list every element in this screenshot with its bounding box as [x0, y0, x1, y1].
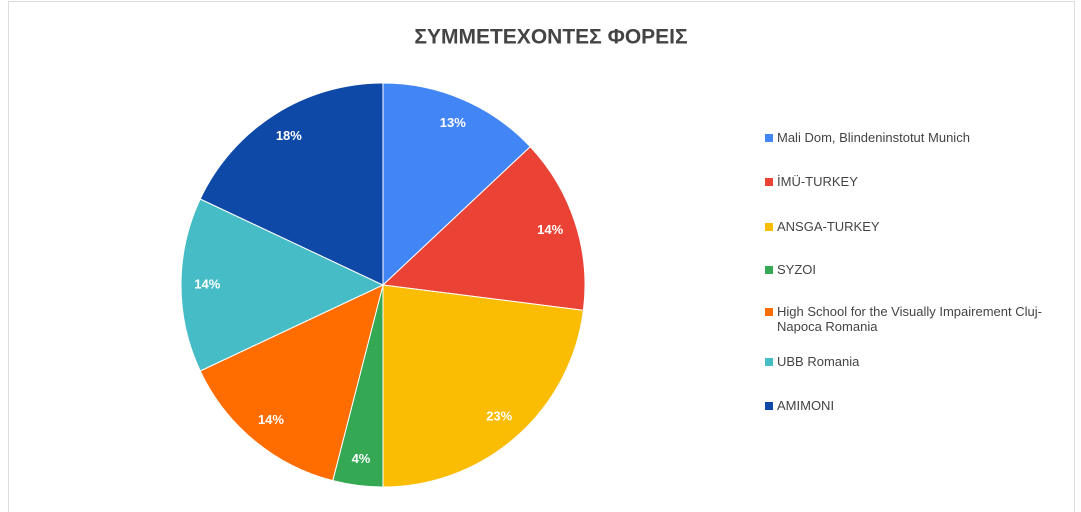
legend-swatch — [765, 266, 773, 274]
legend-label: ANSGA-TURKEY — [777, 219, 880, 234]
legend-label: İMÜ-TURKEY — [777, 174, 858, 189]
legend-item: SYZOI — [765, 262, 1077, 277]
legend-swatch — [765, 358, 773, 366]
pie-slice — [381, 146, 586, 311]
chart-title: ΣΥΜΜΕΤΕΧΟΝΤΕΣ ΦΟΡΕΙΣ — [414, 26, 687, 49]
legend-swatch — [765, 223, 773, 231]
data-label: 13% — [440, 115, 466, 130]
legend-item: ANSGA-TURKEY — [765, 219, 1077, 234]
data-label: 14% — [537, 222, 563, 237]
legend-swatch — [765, 134, 773, 142]
legend-label: High School for the Visually Impairement… — [777, 304, 1042, 334]
legend-label: AMIMONI — [777, 398, 835, 413]
legend-label: UBB Romania — [777, 354, 860, 369]
legend-item: Mali Dom, Blindeninstotut Munich — [765, 130, 1077, 145]
data-label: 14% — [194, 276, 220, 291]
data-label: 4% — [352, 451, 371, 466]
pie-slice — [382, 284, 584, 488]
data-label: 23% — [486, 408, 512, 423]
legend-item: AMIMONI — [765, 398, 1077, 413]
pie-slice — [199, 284, 384, 482]
legend-swatch — [765, 178, 773, 186]
pie-slice — [382, 82, 531, 287]
data-label: 18% — [276, 128, 302, 143]
legend-label: SYZOI — [777, 262, 817, 277]
legend-swatch — [765, 308, 773, 316]
legend-item: İMÜ-TURKEY — [765, 174, 1077, 189]
pie-slice — [180, 198, 385, 372]
legend-item: UBB Romania — [765, 354, 1077, 369]
data-label: 14% — [258, 412, 284, 427]
legend-swatch — [765, 402, 773, 410]
pie-slice — [199, 82, 384, 286]
legend-label: Mali Dom, Blindeninstotut Munich — [777, 130, 970, 145]
legend-item: High School for the Visually Impairement… — [765, 304, 1077, 334]
